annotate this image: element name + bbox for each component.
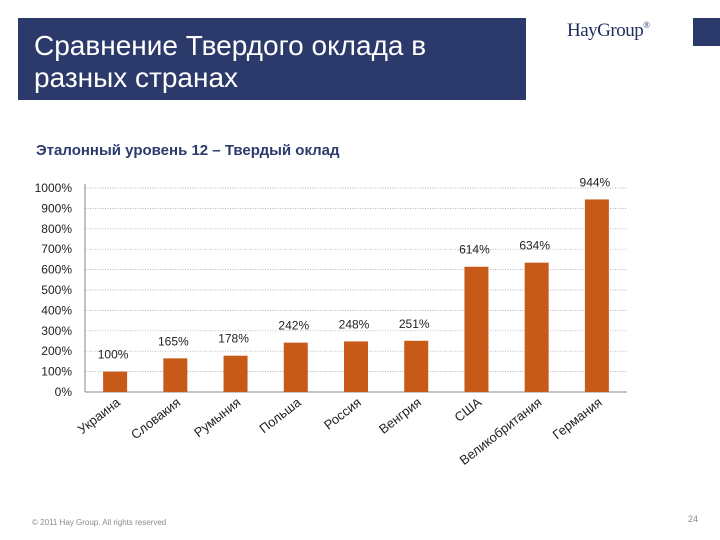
y-tick-label: 100%	[41, 365, 72, 379]
data-label: 242%	[278, 319, 309, 333]
x-tick-label: Украина	[75, 394, 124, 437]
y-tick-label: 500%	[41, 283, 72, 297]
bar	[283, 342, 308, 392]
y-tick-label: 200%	[41, 344, 72, 358]
logo-box	[553, 18, 693, 46]
y-tick-label: 400%	[41, 303, 72, 317]
logo-text: HayGroup	[567, 20, 644, 41]
data-label: 634%	[519, 239, 550, 253]
data-label: 165%	[158, 334, 189, 348]
logo-registered-mark: ®	[643, 20, 650, 30]
data-label: 251%	[399, 317, 430, 331]
bar	[524, 262, 549, 392]
bar	[223, 355, 248, 392]
bar	[584, 199, 609, 392]
page-number: 24	[688, 514, 699, 524]
page-title: Сравнение Твердого оклада в разных стран…	[34, 30, 427, 93]
y-tick-label: 800%	[41, 222, 72, 236]
y-tick-label: 700%	[41, 242, 72, 256]
title-bar	[18, 18, 526, 100]
data-label: 178%	[218, 332, 249, 346]
copyright-footer: © 2011 Hay Group. All rights reserved	[32, 518, 167, 527]
data-label: 614%	[459, 243, 490, 257]
bar	[103, 371, 128, 392]
data-label: 248%	[339, 317, 370, 331]
x-tick-label: Россия	[321, 395, 364, 433]
x-tick-label: Словакия	[128, 395, 183, 443]
x-tick-label: Румыния	[191, 395, 243, 441]
y-tick-label: 0%	[55, 385, 73, 399]
y-tick-label: 300%	[41, 324, 72, 338]
y-tick-label: 600%	[41, 263, 72, 277]
bar	[163, 358, 188, 392]
y-tick-label: 900%	[41, 201, 72, 215]
x-tick-label: Польша	[256, 394, 304, 436]
x-tick-label: США	[451, 394, 484, 424]
bar	[344, 341, 368, 392]
y-tick-label: 1000%	[35, 181, 73, 195]
x-tick-label: Германия	[550, 395, 605, 443]
haygroup-logo: HayGroup®	[567, 20, 650, 42]
bar	[464, 266, 489, 392]
data-label: 100%	[98, 348, 129, 362]
bar	[404, 340, 429, 392]
chart-subtitle: Эталонный уровень 12 – Твердый оклад	[36, 142, 340, 159]
x-tick-label: Венгрия	[376, 395, 424, 437]
data-label: 944%	[580, 175, 611, 189]
